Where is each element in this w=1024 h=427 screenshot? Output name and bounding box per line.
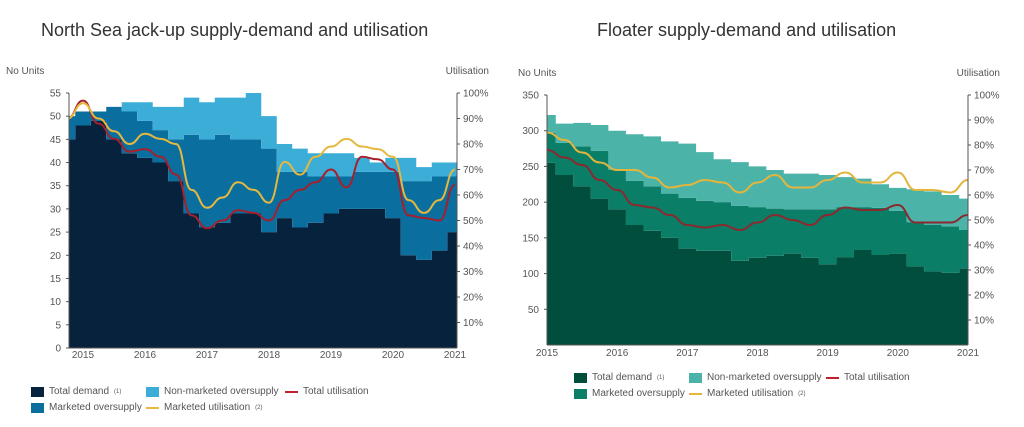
y-tick-label: 350	[522, 91, 539, 102]
line-total-utilisation	[547, 149, 968, 232]
y2-tick-label: 30%	[974, 266, 994, 277]
y2-axis-title: Utilisation	[446, 66, 489, 77]
y-tick-label: 250	[522, 162, 539, 173]
x-tick-label: 2015	[536, 348, 559, 359]
y2-tick-label: 70%	[463, 165, 483, 176]
legend-total-demand: Total demand (1)	[574, 372, 664, 383]
legend-non-marketed-oversupply: Non-marketed oversupply	[146, 386, 279, 397]
line-marketed-utilisation	[69, 102, 456, 214]
y2-tick-label: 100%	[463, 89, 489, 100]
plot-area	[69, 93, 457, 348]
y-tick-label: 100	[522, 269, 539, 280]
y2-tick-label: 60%	[463, 191, 483, 202]
legend-non-marketed-oversupply: Non-marketed oversupply	[689, 372, 822, 383]
y-axis-title: No Units	[518, 68, 556, 79]
y2-axis-title: Utilisation	[957, 68, 1000, 79]
y-tick-label: 25	[50, 228, 62, 239]
y2-tick-label: 80%	[463, 140, 483, 151]
y-tick-label: 5	[55, 320, 61, 331]
x-tick-label: 2017	[196, 350, 219, 361]
x-tick-label: 2017	[676, 348, 699, 359]
legend-marketed-oversupply: Marketed oversupply	[574, 388, 685, 399]
plot-area	[547, 115, 968, 345]
y2-tick-label: 80%	[974, 141, 994, 152]
y-tick-label: 50	[50, 112, 62, 123]
x-tick-label: 2019	[817, 348, 840, 359]
y2-tick-label: 30%	[463, 267, 483, 278]
legend-total-utilisation: Total utilisation	[285, 386, 369, 397]
x-tick-label: 2021	[444, 350, 467, 361]
y2-tick-label: 40%	[974, 241, 994, 252]
y-tick-label: 300	[522, 126, 539, 137]
x-tick-label: 2018	[746, 348, 769, 359]
y-tick-label: 50	[528, 305, 540, 316]
y-tick-label: 200	[522, 198, 539, 209]
legend-total-utilisation: Total utilisation	[826, 372, 910, 383]
area-marketed-oversupply	[547, 132, 968, 273]
y-tick-label: 0	[55, 344, 61, 355]
y2-tick-label: 20%	[463, 293, 483, 304]
x-tick-label: 2016	[134, 350, 157, 361]
y2-tick-label: 40%	[463, 242, 483, 253]
y-tick-label: 15	[50, 274, 62, 285]
y2-tick-label: 90%	[463, 114, 483, 125]
x-tick-label: 2016	[606, 348, 629, 359]
area-non-marketed-oversupply	[547, 115, 968, 230]
y-tick-label: 10	[50, 297, 62, 308]
y2-tick-label: 50%	[463, 216, 483, 227]
y2-tick-label: 90%	[974, 116, 994, 127]
y-tick-label: 55	[50, 89, 62, 100]
y2-tick-label: 70%	[974, 166, 994, 177]
chart-title-left: North Sea jack-up supply-demand and util…	[41, 20, 429, 40]
y-tick-label: 30	[50, 204, 62, 215]
legend-total-demand: Total demand (1)	[31, 386, 121, 397]
y2-tick-label: 60%	[974, 191, 994, 202]
x-tick-label: 2020	[382, 350, 405, 361]
chart-1: 50 100 150 200 250 300 350 10% 20% 30% 40% 50% 60% 70…	[518, 68, 1000, 359]
y2-tick-label: 50%	[974, 216, 994, 227]
x-tick-label: 2020	[887, 348, 910, 359]
y-tick-label: 40	[50, 158, 62, 169]
chart-title-right: Floater supply-demand and utilisation	[597, 20, 897, 40]
y-tick-label: 35	[50, 181, 62, 192]
y-tick-label: 45	[50, 135, 62, 146]
line-total-utilisation	[69, 99, 456, 230]
y2-tick-label: 10%	[974, 316, 994, 327]
legend-marketed-oversupply: Marketed oversupply	[31, 402, 142, 413]
y2-tick-label: 100%	[974, 91, 1000, 102]
y2-tick-label: 20%	[974, 291, 994, 302]
x-tick-label: 2018	[258, 350, 281, 361]
y-tick-label: 150	[522, 233, 539, 244]
area-total-demand	[69, 120, 457, 348]
y-tick-label: 20	[50, 251, 62, 262]
line-marketed-utilisation	[547, 131, 968, 194]
y-axis-title: No Units	[6, 66, 44, 77]
legend-marketed-utilisation: Marketed utilisation (2)	[146, 402, 263, 413]
y2-tick-label: 10%	[463, 318, 483, 329]
chart-0: 0 5 10 15 20 25 30 35 40 45 50 55 10% 20% 30% 40% 50% 60%…	[6, 66, 489, 361]
x-tick-label: 2015	[72, 350, 95, 361]
area-marketed-oversupply	[69, 106, 457, 260]
x-tick-label: 2019	[320, 350, 343, 361]
x-tick-label: 2021	[957, 348, 980, 359]
legend-marketed-utilisation: Marketed utilisation (2)	[689, 388, 806, 399]
area-total-demand	[547, 162, 968, 345]
